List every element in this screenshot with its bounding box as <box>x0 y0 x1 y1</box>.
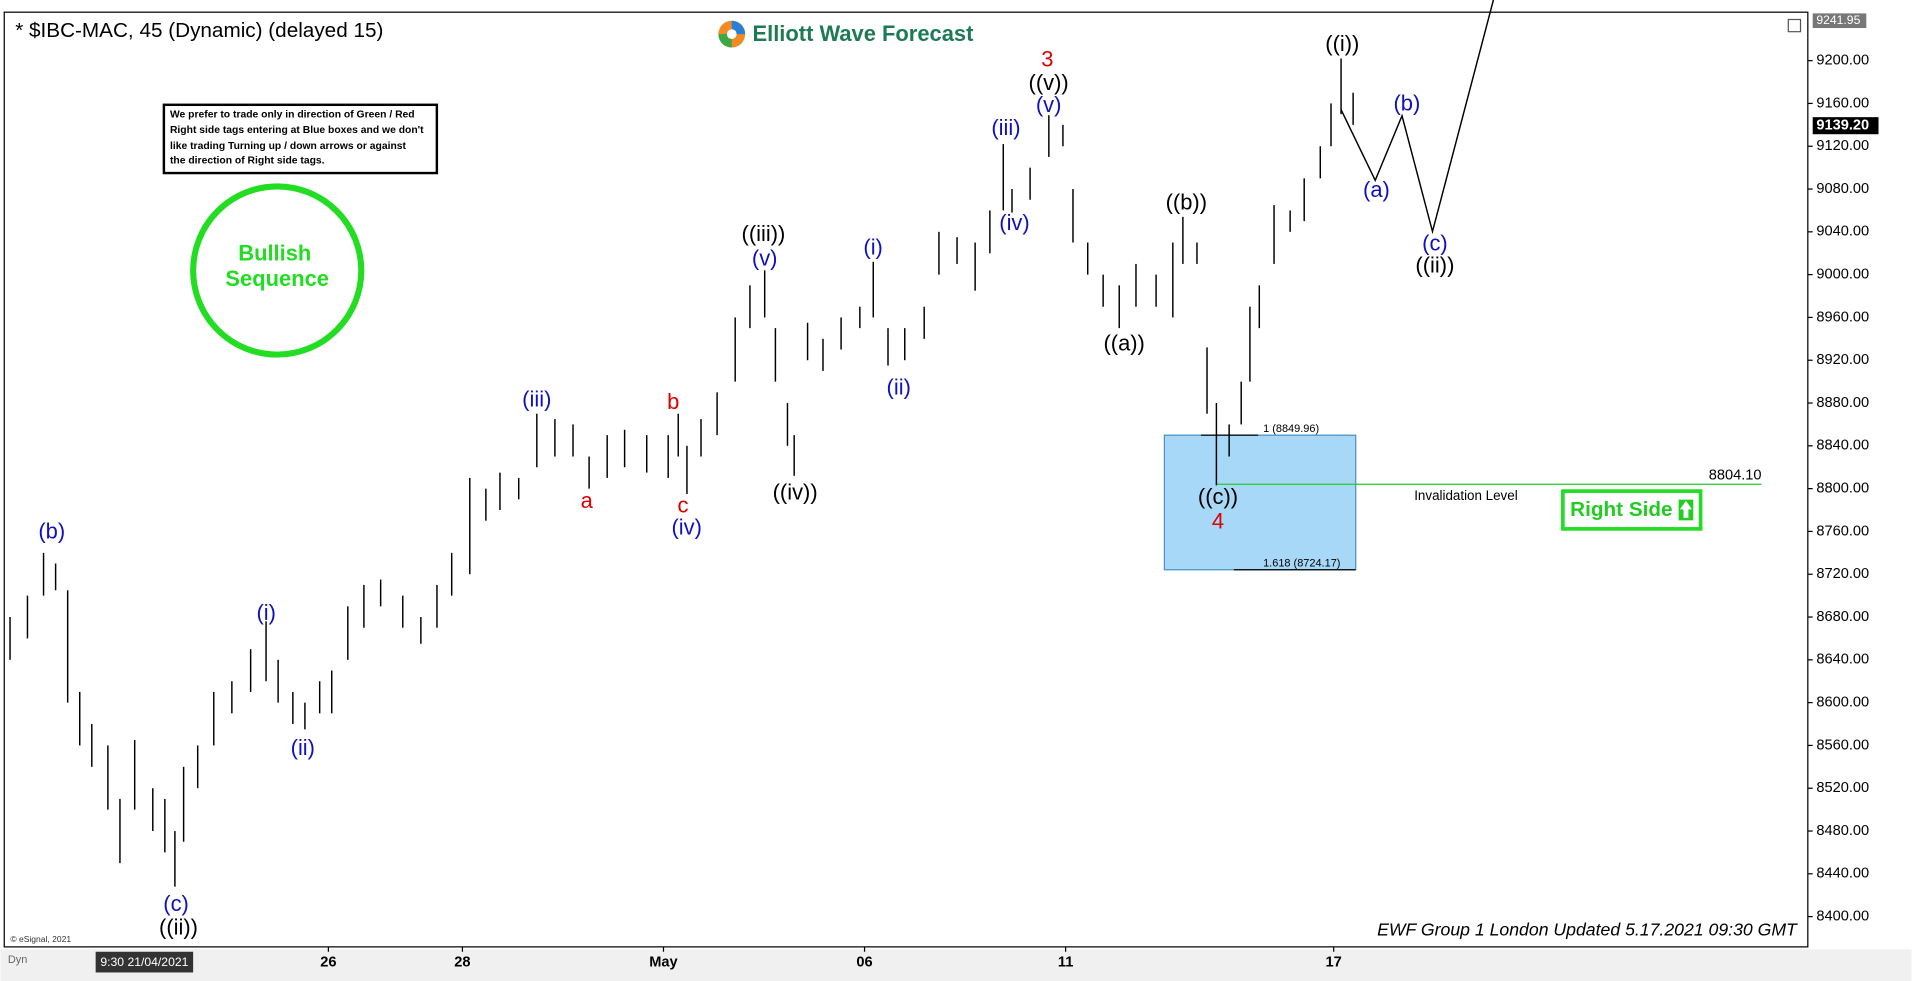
wave-label: 4 <box>1212 509 1224 534</box>
wave-label: ((iv)) <box>773 479 818 504</box>
wave-label: (iv) <box>999 210 1029 235</box>
top-price: 9241.95 <box>1816 13 1860 27</box>
y-tick-label: 8520.00 <box>1816 780 1869 796</box>
wave-label: (c) <box>163 891 189 916</box>
note-line: We prefer to trade only in direction of … <box>170 109 415 120</box>
wave-label: ((a)) <box>1103 331 1144 356</box>
right-side-tag: Right Side <box>1561 489 1703 531</box>
time-axis-strip <box>0 949 1912 981</box>
window-button[interactable] <box>1787 18 1802 33</box>
wave-label: ((ii)) <box>159 914 198 939</box>
wave-label: (b) <box>38 518 65 543</box>
wave-label: (ii) <box>291 735 315 760</box>
note-line: like trading Turning up / down arrows or… <box>170 141 407 152</box>
wave-label: 3 <box>1041 47 1053 72</box>
plot-frame <box>3 11 1809 948</box>
wave-label: (i) <box>257 600 276 625</box>
wave-label: (c) <box>1422 231 1448 256</box>
y-tick-label: 9080.00 <box>1816 181 1869 197</box>
chart-title: * $IBC-MAC, 45 (Dynamic) (delayed 15) <box>15 19 383 42</box>
wave-label: b <box>667 389 679 414</box>
y-tick-label: 8640.00 <box>1816 652 1869 668</box>
wave-label: (i) <box>863 234 882 259</box>
y-tick-label: 8400.00 <box>1816 908 1869 924</box>
wave-label: ((v)) <box>1029 70 1069 95</box>
wave-label: a <box>581 488 594 513</box>
target-box <box>1163 434 1357 571</box>
crosshair-label-bg <box>95 951 194 973</box>
wave-label: (ii) <box>887 375 911 400</box>
x-tick-label: 06 <box>856 955 872 971</box>
x-tick-label: 28 <box>454 955 470 971</box>
invalidation-text: Invalidation Level <box>1414 488 1518 503</box>
footer: EWF Group 1 London Updated 5.17.2021 09:… <box>1377 920 1798 940</box>
crosshair-label: 9:30 21/04/2021 <box>100 955 188 969</box>
x-tick-label: May <box>649 955 678 971</box>
wave-label: ((b)) <box>1166 189 1207 214</box>
y-tick-label: 9040.00 <box>1816 224 1869 240</box>
y-tick-label: 9200.00 <box>1816 52 1869 68</box>
badge-text: Sequence <box>225 266 329 291</box>
last-price: 9139.20 <box>1816 118 1869 134</box>
brand-name: Elliott Wave Forecast <box>752 21 974 46</box>
wave-label: (iii) <box>991 115 1020 140</box>
badge-text: Bullish <box>238 240 311 265</box>
wave-label: (b) <box>1393 91 1420 116</box>
y-tick-label: 8560.00 <box>1816 737 1869 753</box>
last-price-bg <box>1812 117 1879 135</box>
tag-frame <box>1561 489 1703 531</box>
y-tick-label: 9120.00 <box>1816 138 1869 154</box>
y-tick-label: 8720.00 <box>1816 566 1869 582</box>
x-tick-label: 11 <box>1058 955 1073 971</box>
y-tick-label: 8480.00 <box>1816 823 1869 839</box>
x-tick-label: 17 <box>1326 955 1342 971</box>
fib-label: 1.618 (8724.17) <box>1263 558 1340 570</box>
tag-arrow <box>1679 500 1693 518</box>
wave-label: ((ii)) <box>1415 253 1454 278</box>
wave-label: ((c)) <box>1198 484 1238 509</box>
y-tick-label: 9160.00 <box>1816 95 1869 111</box>
y-tick-label: 8440.00 <box>1816 866 1869 882</box>
projection-path <box>1340 0 1495 235</box>
y-tick-label: 9000.00 <box>1816 266 1869 282</box>
invalidation-price: 8804.10 <box>1709 468 1762 484</box>
note-line: Right side tags entering at Blue boxes a… <box>170 125 424 136</box>
y-tick-label: 8920.00 <box>1816 352 1869 368</box>
y-tick-label: 8760.00 <box>1816 523 1869 539</box>
y-tick-label: 8600.00 <box>1816 694 1869 710</box>
wave-label: ((i)) <box>1325 31 1359 56</box>
badge-ring <box>190 183 365 358</box>
wave-label: (v) <box>1036 92 1062 117</box>
fib-label: 1 (8849.96) <box>1263 423 1319 435</box>
wave-label: (v) <box>752 245 778 270</box>
brand-logo: Elliott Wave Forecast <box>718 20 974 48</box>
wave-label: (a) <box>1363 177 1390 202</box>
wave-label: (iii) <box>522 387 551 412</box>
y-tick-label: 8840.00 <box>1816 438 1869 454</box>
mode-label: Dyn <box>8 954 27 966</box>
y-tick-label: 8960.00 <box>1816 309 1869 325</box>
y-tick-label: 8880.00 <box>1816 395 1869 411</box>
x-tick-label: 26 <box>320 955 336 971</box>
wave-label: ((iii)) <box>742 221 786 246</box>
copyright: © eSignal, 2021 <box>10 934 71 944</box>
wave-label: (iv) <box>671 515 701 540</box>
y-tick-label: 8800.00 <box>1816 480 1869 496</box>
note-line: the direction of Right side tags. <box>170 156 325 167</box>
wave-label: c <box>678 493 689 518</box>
note-box <box>162 103 439 175</box>
y-tick-label: 8680.00 <box>1816 609 1869 625</box>
tag-text: Right Side <box>1570 498 1672 521</box>
top-price-bg <box>1812 13 1867 29</box>
logo-icon-center <box>726 29 737 39</box>
